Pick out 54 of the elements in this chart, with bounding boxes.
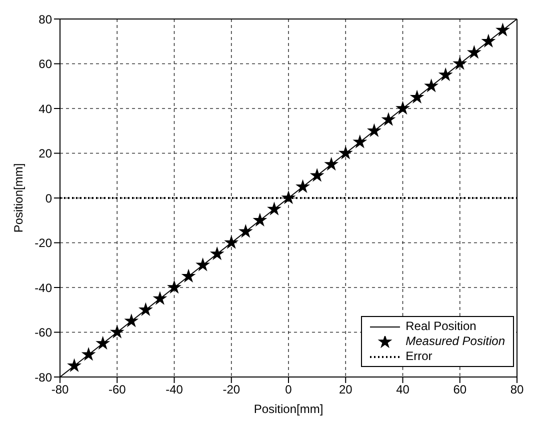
point xyxy=(496,24,509,36)
y-tick-label: 40 xyxy=(38,102,52,116)
y-tick-label: -40 xyxy=(34,280,52,295)
y-tick-label: 0 xyxy=(45,191,52,206)
x-tick-label: -60 xyxy=(108,382,126,397)
legend-label: Measured Position xyxy=(406,334,505,348)
point xyxy=(410,90,424,103)
y-tick-label: -60 xyxy=(34,326,52,340)
point xyxy=(110,326,124,338)
point xyxy=(210,247,224,260)
point xyxy=(482,34,495,47)
point xyxy=(268,202,280,215)
point xyxy=(439,68,452,80)
point xyxy=(339,146,352,159)
point xyxy=(82,348,95,360)
point xyxy=(182,270,195,282)
x-tick-label: 20 xyxy=(338,382,353,397)
point xyxy=(282,192,295,204)
x-tick-label: -80 xyxy=(51,382,69,397)
point xyxy=(325,158,338,170)
point xyxy=(468,46,480,58)
point xyxy=(425,80,438,92)
y-axis-title: Position[mm] xyxy=(11,163,26,233)
point xyxy=(296,180,309,192)
y-tick-label: 80 xyxy=(38,12,52,26)
x-tick-label: -20 xyxy=(222,382,240,397)
point xyxy=(354,136,366,148)
legend-label: Error xyxy=(406,349,432,363)
point xyxy=(382,113,395,126)
legend-label: Real Position xyxy=(406,319,476,333)
point xyxy=(368,124,380,136)
point xyxy=(68,359,80,372)
x-axis-title: Position[mm] xyxy=(254,402,324,416)
point xyxy=(196,258,209,270)
point xyxy=(310,169,324,181)
point xyxy=(96,336,110,349)
point xyxy=(254,214,266,226)
y-tick-label: -20 xyxy=(34,236,52,250)
point xyxy=(154,292,166,304)
y-tick-label: 60 xyxy=(38,57,52,72)
y-tick-label: 20 xyxy=(38,146,52,161)
point xyxy=(454,57,466,70)
point xyxy=(140,303,152,316)
point xyxy=(168,281,180,293)
point xyxy=(225,236,238,248)
point xyxy=(125,314,138,326)
y-tick-label: -80 xyxy=(34,370,52,384)
x-tick-label: 0 xyxy=(285,382,292,397)
point xyxy=(239,225,252,237)
x-tick-label: 40 xyxy=(396,382,410,397)
x-tick-label: -40 xyxy=(166,382,184,397)
x-tick-label: 80 xyxy=(510,382,524,397)
point xyxy=(396,102,409,114)
x-tick-label: 60 xyxy=(453,382,467,397)
